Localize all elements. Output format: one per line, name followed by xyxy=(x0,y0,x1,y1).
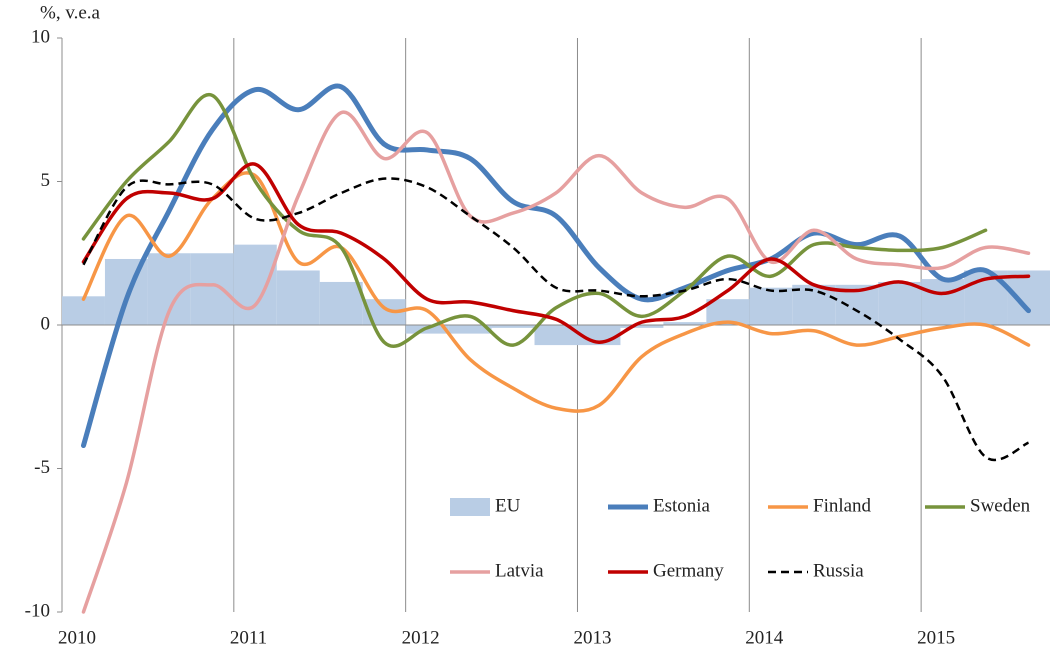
bar xyxy=(792,284,836,325)
y-tick-label: -10 xyxy=(25,600,50,621)
x-tick-label: 2013 xyxy=(573,627,611,648)
bar xyxy=(62,296,105,325)
bar xyxy=(233,244,277,325)
bar xyxy=(663,322,707,325)
bar xyxy=(448,325,492,334)
bar xyxy=(749,287,793,325)
x-tick-label: 2011 xyxy=(230,627,267,648)
x-tick-label: 2010 xyxy=(58,627,96,648)
line-series xyxy=(81,110,1031,614)
bar xyxy=(921,279,965,325)
bar xyxy=(534,325,578,346)
y-tick-label: 0 xyxy=(41,313,51,334)
legend-label: Estonia xyxy=(653,495,711,516)
legend-label: Russia xyxy=(813,560,864,581)
bar xyxy=(276,270,320,325)
y-tick-label: -5 xyxy=(34,457,50,478)
legend-swatch xyxy=(450,498,490,516)
legend-label: Finland xyxy=(813,495,872,516)
bar xyxy=(878,281,922,325)
line-series xyxy=(80,83,1032,449)
bar xyxy=(620,325,664,328)
bar xyxy=(319,281,363,325)
y-axis-label: %, v.e.a xyxy=(40,2,101,23)
legend-label: Latvia xyxy=(495,560,544,581)
legend-label: Germany xyxy=(653,560,724,581)
x-tick-label: 2012 xyxy=(402,627,440,648)
line-series xyxy=(82,177,1030,462)
bar xyxy=(491,325,535,328)
bar xyxy=(190,253,234,325)
y-tick-label: 5 xyxy=(41,170,51,191)
legend-label: EU xyxy=(495,495,521,516)
x-tick-label: 2014 xyxy=(745,627,784,648)
legend-label: Sweden xyxy=(970,495,1031,516)
x-tick-label: 2015 xyxy=(917,627,955,648)
line-series xyxy=(81,93,988,348)
line-series xyxy=(81,162,1031,344)
y-tick-label: 10 xyxy=(31,26,50,47)
